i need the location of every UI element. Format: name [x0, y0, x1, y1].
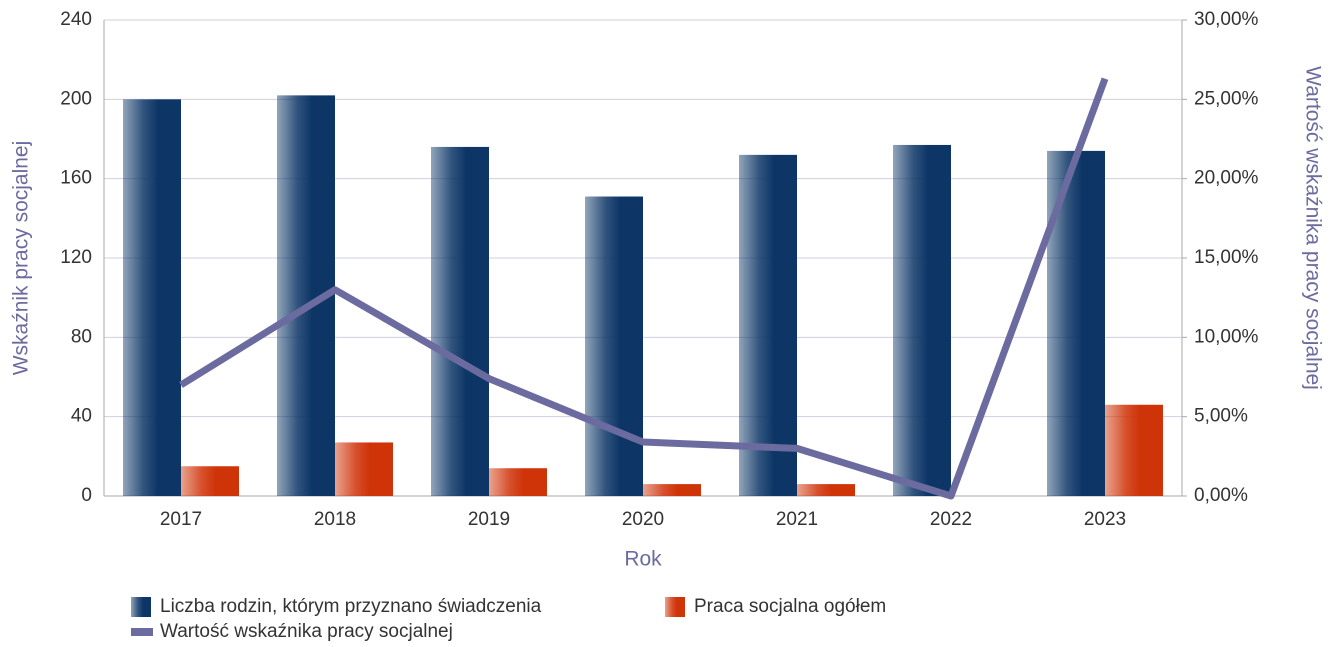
x-tick-label: 2023 [1084, 509, 1126, 530]
bar [181, 466, 239, 496]
y2-tick-label: 30,00% [1194, 9, 1259, 30]
legend-swatch [131, 628, 153, 636]
bar [893, 144, 951, 496]
bar [489, 468, 547, 496]
bar [123, 99, 181, 496]
y-tick-label: 80 [71, 326, 92, 347]
legend-label: Wartość wskaźnika pracy socjalnej [160, 621, 453, 642]
y-tick-label: 40 [71, 406, 92, 427]
bar [431, 146, 489, 496]
x-tick-label: 2022 [930, 509, 972, 530]
bar [643, 484, 701, 496]
x-tick-label: 2019 [468, 509, 510, 530]
y-tick-label: 200 [60, 88, 92, 109]
y2-tick-label: 5,00% [1194, 406, 1248, 427]
bar [739, 154, 797, 496]
x-tick-label: 2018 [314, 509, 356, 530]
y2-tick-label: 0,00% [1194, 485, 1248, 506]
y2-tick-label: 20,00% [1194, 168, 1259, 189]
x-tick-label: 2017 [160, 509, 202, 530]
legend-swatch [665, 597, 685, 617]
legend-label: Liczba rodzin, którym przyznano świadcze… [160, 596, 542, 617]
y-tick-label: 160 [60, 168, 92, 189]
line [179, 77, 1109, 500]
bar [797, 484, 855, 496]
x-tick-label: 2021 [776, 509, 818, 530]
y-tick-label: 120 [60, 247, 92, 268]
y2-tick-label: 25,00% [1194, 88, 1259, 109]
y-axis-label: Wskaźnik pracy socjalnej [10, 141, 33, 376]
y2-axis-label: Wartość wskaźnika pracy socjalnej [1301, 66, 1324, 390]
y2-tick-label: 10,00% [1194, 326, 1259, 347]
x-axis-label: Rok [624, 548, 662, 571]
y-tick-label: 0 [81, 485, 92, 506]
bar [335, 442, 393, 496]
x-tick-label: 2020 [622, 509, 664, 530]
y2-tick-label: 15,00% [1194, 247, 1259, 268]
y-tick-label: 240 [60, 9, 92, 30]
legend-label: Praca socjalna ogółem [694, 596, 886, 617]
bar [1105, 404, 1163, 496]
bar [585, 196, 643, 496]
legend-swatch [131, 597, 151, 617]
